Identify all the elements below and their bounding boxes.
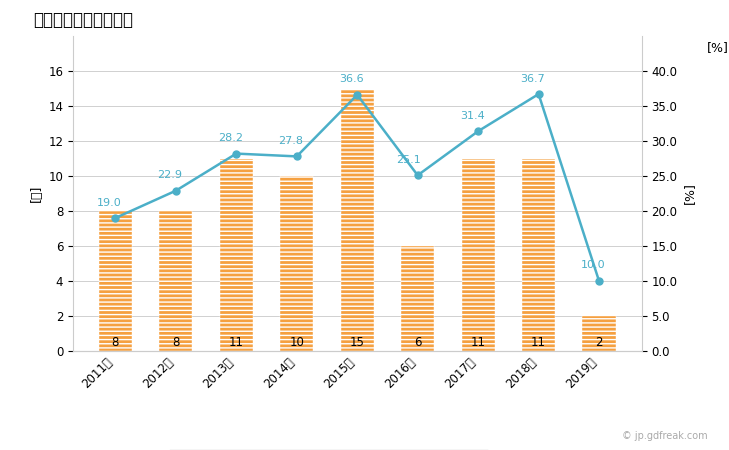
Text: 産業用建築物数の推移: 産業用建築物数の推移: [33, 11, 133, 29]
Y-axis label: [%]: [%]: [683, 183, 695, 204]
Bar: [159, 211, 192, 351]
Text: 8: 8: [112, 336, 119, 349]
Y-axis label: [棟]: [棟]: [30, 185, 42, 202]
Bar: [340, 89, 374, 351]
Bar: [522, 158, 555, 351]
Text: 15: 15: [350, 336, 364, 349]
Text: 28.2: 28.2: [218, 133, 243, 143]
Text: 10: 10: [289, 336, 304, 349]
Text: 22.9: 22.9: [157, 170, 182, 180]
Bar: [582, 316, 616, 351]
Text: [%]: [%]: [707, 41, 729, 54]
Text: 11: 11: [471, 336, 486, 349]
Text: 19.0: 19.0: [97, 198, 122, 207]
Text: 11: 11: [531, 336, 546, 349]
Text: 11: 11: [229, 336, 243, 349]
Text: 27.8: 27.8: [278, 136, 303, 146]
Text: 31.4: 31.4: [460, 111, 485, 121]
Text: 36.7: 36.7: [521, 74, 545, 84]
Bar: [461, 158, 495, 351]
Bar: [401, 246, 434, 351]
Text: 8: 8: [172, 336, 179, 349]
Text: 10.0: 10.0: [581, 261, 605, 270]
Text: © jp.gdfreak.com: © jp.gdfreak.com: [622, 431, 707, 441]
Text: 6: 6: [414, 336, 421, 349]
Text: 36.6: 36.6: [339, 74, 364, 84]
Bar: [280, 176, 313, 351]
Text: 25.1: 25.1: [397, 155, 421, 165]
Text: 2: 2: [596, 336, 603, 349]
Bar: [98, 211, 132, 351]
Bar: [219, 158, 253, 351]
